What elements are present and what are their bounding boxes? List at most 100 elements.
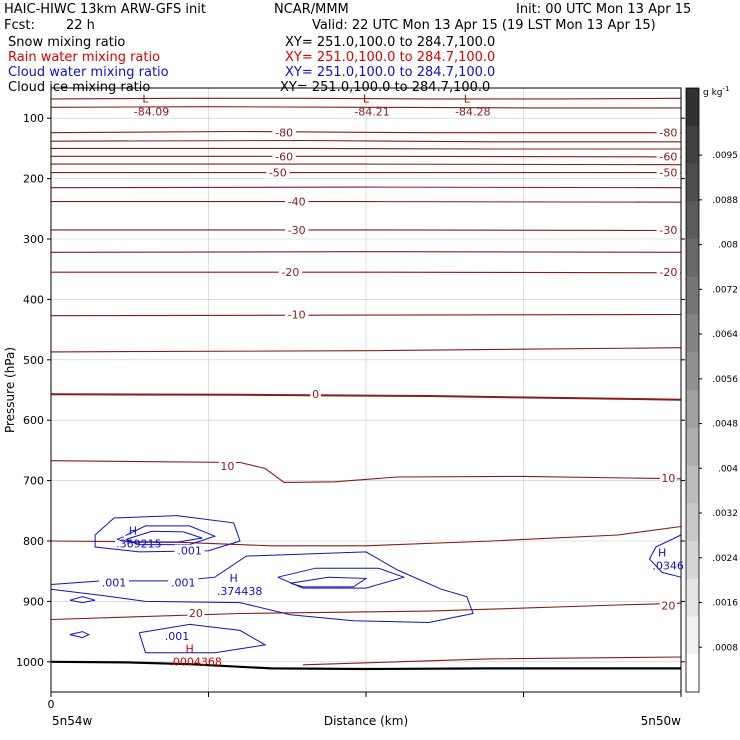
cloud-labels: .001 .001 .001 .001 < <box>99 532 205 643</box>
isotherm--55 <box>51 163 682 166</box>
model-title: HAIC-HIWC 13km ARW-GFS init <box>4 2 206 17</box>
y-tick-label-500: 500 <box>23 354 44 367</box>
plot-frame <box>50 87 682 693</box>
cloud-contour-2 <box>126 530 203 543</box>
colorbar-step-10 <box>686 465 699 504</box>
colorbar-step-9 <box>686 427 699 466</box>
temp-label-10: -20 <box>659 266 677 279</box>
temp-label-6: -40 <box>288 196 306 209</box>
isotherm-20 <box>50 602 682 621</box>
temp-label-15: 20 <box>189 607 203 620</box>
temp-label-bg-15 <box>187 606 205 619</box>
temp-label-bg-0 <box>272 126 296 139</box>
isotherm--75 <box>50 139 681 143</box>
cloud-contour-6 <box>138 623 267 654</box>
colorbar-step-4 <box>686 239 699 278</box>
field-name-cloud-ice: Cloud ice mixing ratio <box>8 80 151 95</box>
colorbar-step-7 <box>686 352 699 391</box>
valid-time: Valid: 22 UTC Mon 13 Apr 15 (19 LST Mon … <box>312 18 656 33</box>
x-end-label: 5n50w <box>641 714 682 728</box>
colorbar-label-5: .0056 <box>712 375 738 385</box>
temp-label-bg-4 <box>266 166 290 179</box>
colorbar-label-6: .0048 <box>712 420 738 430</box>
isotherm--10 <box>50 313 682 317</box>
extremum-value-6: .0004368 <box>169 656 222 669</box>
cloud-label-3: .001 <box>165 630 190 643</box>
xy-cloud-water: XY= 251.0,100.0 to 284.7,100.0 <box>285 65 496 80</box>
temp-label-1: -80 <box>659 127 677 140</box>
isotherm--70 <box>51 147 681 150</box>
colorbar-step-3 <box>686 201 699 240</box>
temp-label-bg-12 <box>310 388 321 401</box>
temp-label-bg-1 <box>656 126 681 139</box>
cloud-label-bg-4 <box>115 532 126 545</box>
colorbar-step-15 <box>686 654 699 693</box>
temp-label-13: 10 <box>220 460 234 473</box>
temp-label-9: -20 <box>281 266 299 279</box>
colorbar-label-8: .0032 <box>712 509 738 519</box>
temp-label-5: -50 <box>659 167 677 180</box>
y-tick-label-400: 400 <box>23 293 44 306</box>
y-tick-label-900: 900 <box>23 595 44 608</box>
cloud-label-0: .001 <box>177 545 202 558</box>
cloud-label-bg-1 <box>99 576 129 589</box>
isotherm--84 <box>50 97 682 100</box>
isotherm--30 <box>51 229 682 232</box>
colorbar-step-0 <box>686 88 699 127</box>
isotherm--25 <box>50 251 682 253</box>
temp-label-14: 10 <box>661 472 675 485</box>
cloud-contour-9 <box>648 534 682 578</box>
y-tick-label-300: 300 <box>23 233 44 246</box>
colorbar: .0095 .0088 .008 .0072 .0064 .0056 .0048 .004 .0… <box>685 87 738 693</box>
x-axis: 0 <box>48 692 682 711</box>
colorbar-label-7: .004 <box>718 464 738 474</box>
extremum-symbol-4: H <box>230 572 238 585</box>
colorbar-step-8 <box>686 390 699 429</box>
temp-label-2: -60 <box>275 150 293 163</box>
isotherm--45 <box>50 186 682 189</box>
isotherm-25 <box>302 656 682 666</box>
isotherm-contours <box>50 97 682 666</box>
colorbar-step-12 <box>686 541 699 580</box>
isotherm--60 <box>51 155 682 158</box>
temp-label-bg-3 <box>656 150 681 163</box>
colorbar-label-4: .0064 <box>712 330 738 340</box>
temp-label-bg-16 <box>659 599 677 612</box>
temp-label-bg-5 <box>656 166 681 179</box>
colorbar-unit: g kg-1 <box>703 85 729 98</box>
cloud-label-2: .001 <box>171 577 196 590</box>
temp-label-0: -80 <box>275 127 293 140</box>
temp-label-4: -50 <box>269 167 287 180</box>
colorbar-step-1 <box>686 125 699 164</box>
fcst-value: 22 h <box>66 18 95 33</box>
isotherm--80 <box>50 130 681 134</box>
isotherm--20 <box>51 271 682 274</box>
colorbar-label-0: .0095 <box>712 151 738 161</box>
isotherm-0 <box>50 393 682 401</box>
temp-label-3: -60 <box>659 150 677 163</box>
y-axis-title: Pressure (hPa) <box>3 347 17 433</box>
temp-label-11: -10 <box>288 309 306 322</box>
cloud-contour-0 <box>94 515 241 553</box>
colorbar-step-14 <box>686 616 699 655</box>
extremum-value-3: .369215 <box>116 537 162 550</box>
temp-label-bg-14 <box>659 472 677 485</box>
field-name-rain: Rain water mixing ratio <box>8 50 161 65</box>
cloud-label-4: < <box>116 533 125 546</box>
cloud-contour-7 <box>69 596 96 604</box>
cloud-contour-1 <box>120 525 217 546</box>
cloud-label-bg-2 <box>168 576 199 589</box>
fcst-label: Fcst: <box>4 18 35 33</box>
x-start-label: 5n54w <box>52 714 93 728</box>
temp-label-bg-11 <box>284 308 309 321</box>
temp-label-bg-13 <box>218 460 236 473</box>
temp-label-bg-6 <box>284 195 309 208</box>
isotherm--40 <box>51 201 682 203</box>
org-label: NCAR/MMM <box>274 2 349 17</box>
colorbar-step-6 <box>686 314 699 353</box>
colorbar-label-3: .0072 <box>712 285 738 295</box>
colorbar-label-2: .008 <box>718 241 738 251</box>
y-tick-label-600: 600 <box>23 414 44 427</box>
isotherm--5 <box>50 347 682 353</box>
extremum-value-1: -84.21 <box>354 105 389 118</box>
